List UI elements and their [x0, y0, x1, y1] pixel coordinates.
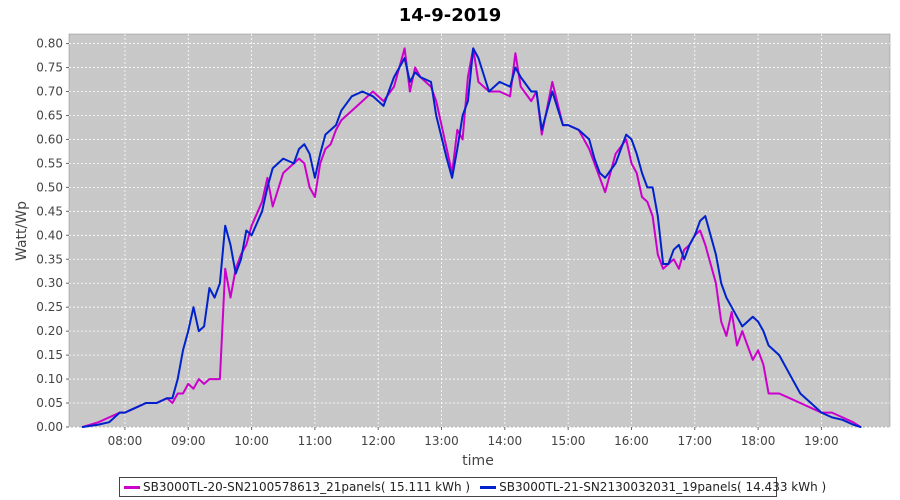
- x-tick-label: 10:00: [234, 434, 269, 448]
- y-tick-label: 0.05: [36, 396, 63, 410]
- x-axis-label: time: [462, 453, 494, 469]
- legend-item-series-2: SB3000TL-21-SN2130032031_19panels( 14.43…: [480, 480, 826, 494]
- x-tick-label: 16:00: [614, 434, 649, 448]
- y-axis: 0.00 0.05 0.10 0.15 0.20 0.25 0.30 0.35 0.40 0.45…: [36, 37, 69, 434]
- legend-swatch-series-1: [124, 485, 140, 489]
- x-tick-label: 15:00: [551, 434, 586, 448]
- x-tick-label: 09:00: [171, 434, 206, 448]
- x-tick-label: 17:00: [677, 434, 712, 448]
- x-tick-label: 14:00: [488, 434, 523, 448]
- y-tick-label: 0.70: [36, 85, 63, 99]
- x-tick-label: 08:00: [108, 434, 143, 448]
- y-tick-label: 0.35: [36, 252, 63, 266]
- x-tick-label: 12:00: [361, 434, 396, 448]
- y-tick-label: 0.55: [36, 156, 63, 170]
- y-tick-label: 0.80: [36, 37, 63, 51]
- y-tick-label: 0.10: [36, 372, 63, 386]
- y-tick-label: 0.25: [36, 300, 63, 314]
- chart-title: 14-9-2019: [399, 5, 502, 26]
- y-tick-label: 0.30: [36, 276, 63, 290]
- x-tick-label: 13:00: [424, 434, 459, 448]
- y-tick-label: 0.60: [36, 132, 63, 146]
- y-axis-label: Watt/Wp: [14, 201, 30, 261]
- y-tick-label: 0.40: [36, 228, 63, 242]
- x-tick-label: 11:00: [298, 434, 333, 448]
- y-tick-label: 0.20: [36, 324, 63, 338]
- x-tick-label: 19:00: [804, 434, 839, 448]
- y-tick-label: 0.75: [36, 61, 63, 75]
- x-axis: 08:00 09:00 10:00 11:00 12:00 13:00 14:00 15:00…: [108, 427, 839, 448]
- legend-swatch-series-2: [480, 485, 497, 489]
- plot-area: [68, 33, 891, 428]
- y-tick-label: 0.50: [36, 180, 63, 194]
- legend: SB3000TL-20-SN2100578613_21panels( 15.11…: [119, 477, 826, 497]
- x-tick-label: 18:00: [741, 434, 776, 448]
- legend-label-series-1: SB3000TL-20-SN2100578613_21panels( 15.11…: [143, 480, 471, 494]
- legend-item-series-1: SB3000TL-20-SN2100578613_21panels( 15.11…: [124, 480, 470, 494]
- y-tick-label: 0.00: [36, 420, 63, 434]
- series-line-2: [81, 47, 862, 428]
- grid: [69, 34, 890, 428]
- y-tick-label: 0.65: [36, 108, 63, 122]
- series-lines: [81, 47, 862, 428]
- y-tick-label: 0.45: [36, 204, 63, 218]
- legend-label-series-2: SB3000TL-21-SN2130032031_19panels( 14.43…: [499, 480, 827, 494]
- y-tick-label: 0.15: [36, 348, 63, 362]
